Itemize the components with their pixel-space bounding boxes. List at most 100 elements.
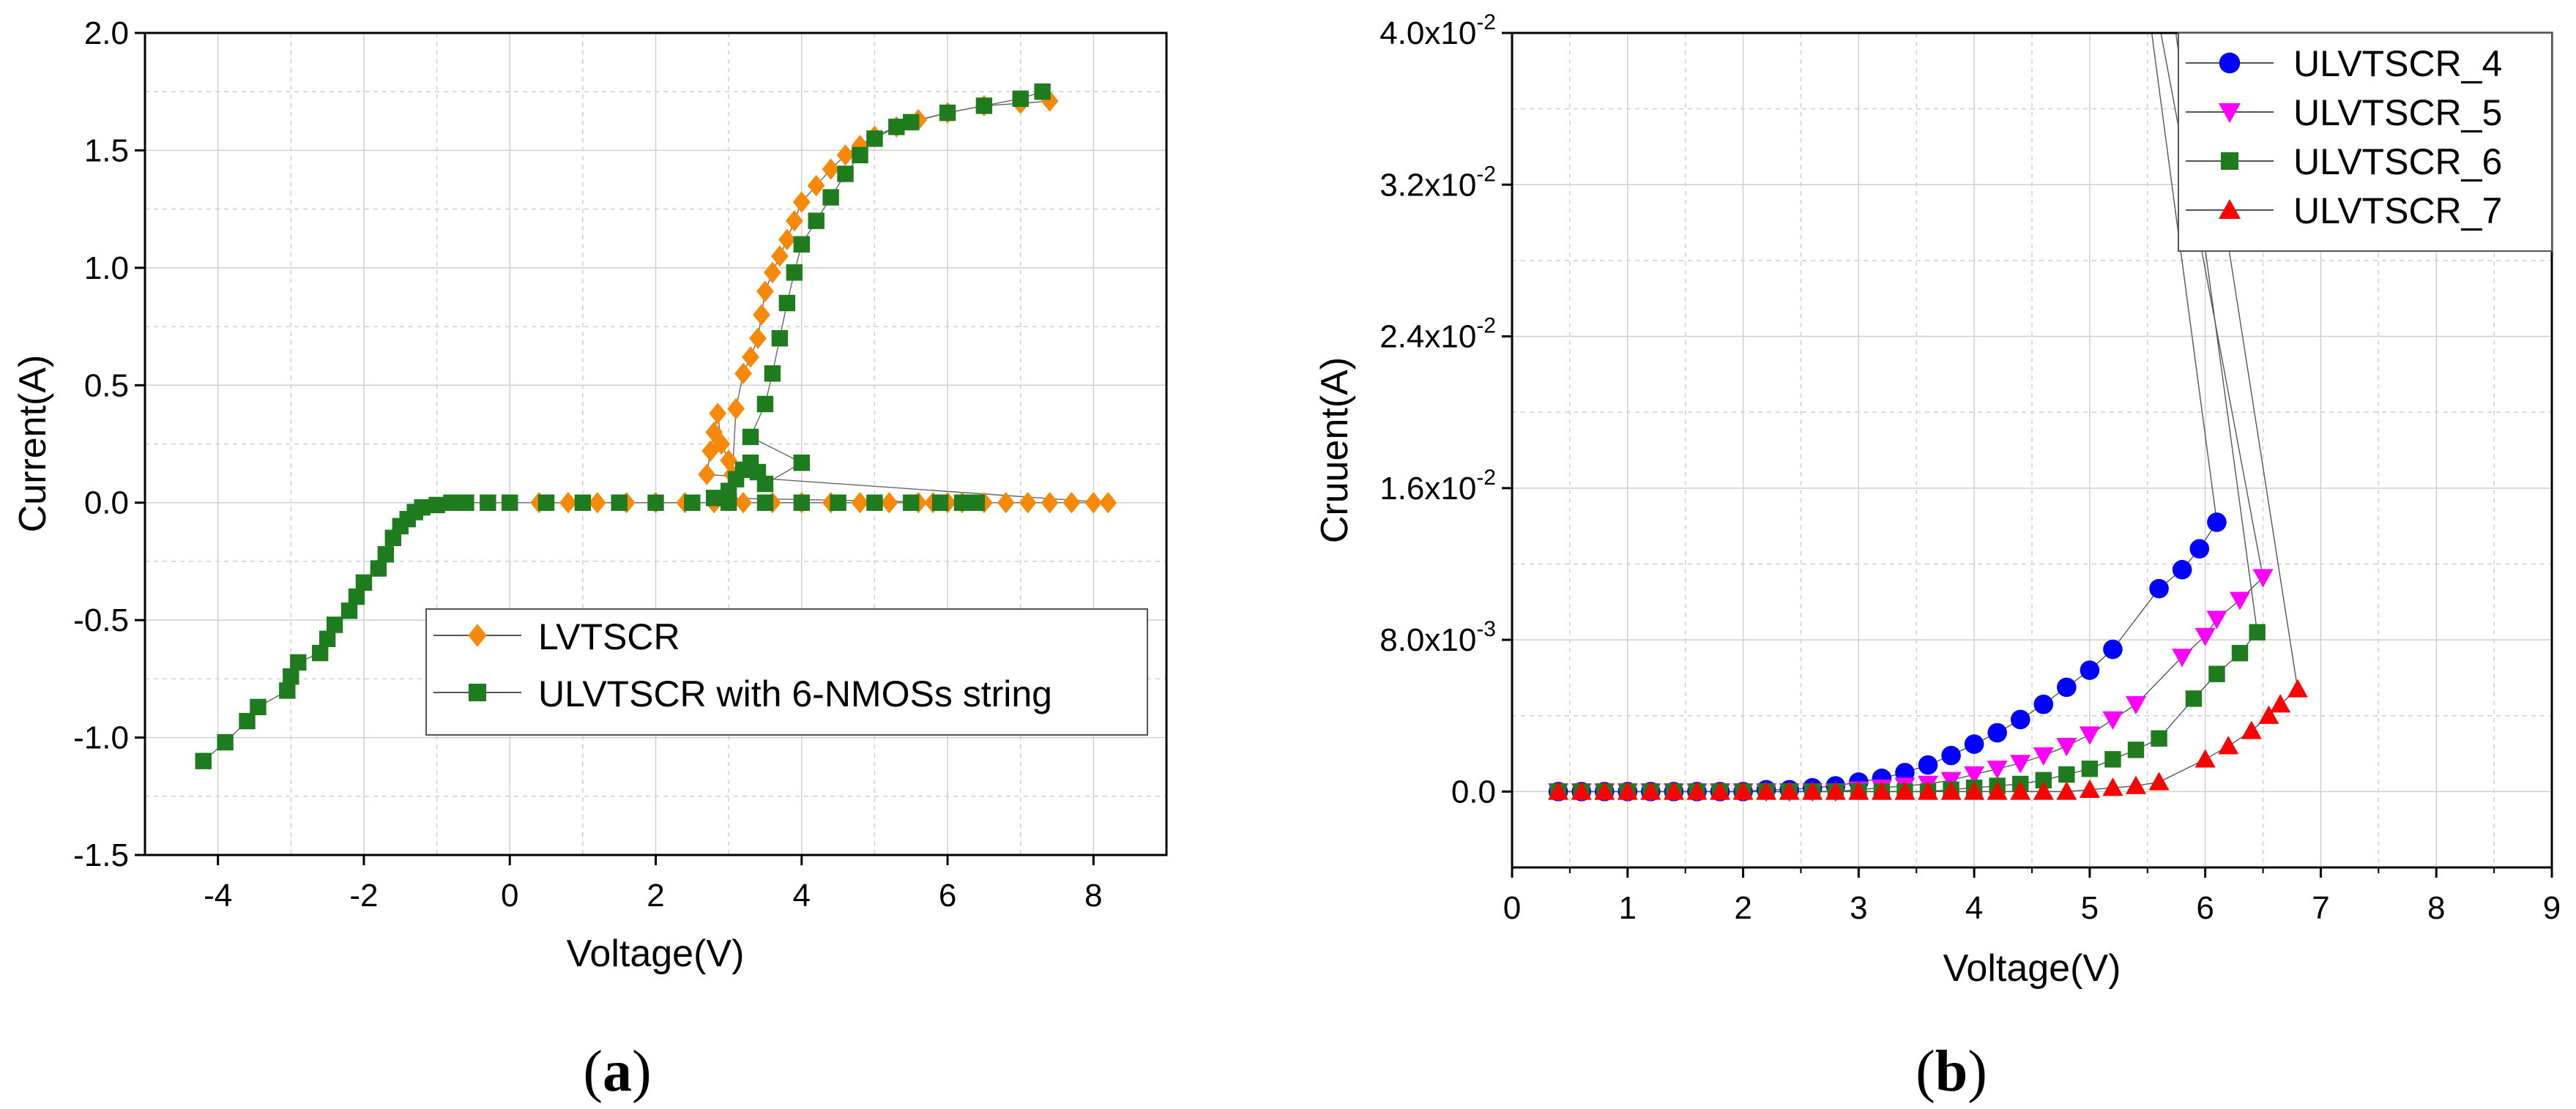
data-point xyxy=(997,492,1015,514)
gridlines-b xyxy=(1512,33,2552,868)
y-tick-label-b: 0.0 xyxy=(1451,774,1496,810)
data-point xyxy=(2104,751,2121,768)
x-tick-label-b: 8 xyxy=(2427,890,2445,926)
data-point xyxy=(2258,705,2279,724)
data-point xyxy=(1571,781,1592,800)
legend-label: ULVTSCR_7 xyxy=(2293,190,2502,231)
x-tick-label-b: 5 xyxy=(2081,890,2099,926)
legend-marker-lvtscr xyxy=(468,624,487,647)
data-point xyxy=(2033,747,2054,766)
data-point xyxy=(611,494,628,511)
data-point xyxy=(793,454,810,471)
data-point xyxy=(283,668,299,685)
data-point xyxy=(1062,492,1081,514)
data-point xyxy=(1594,781,1615,800)
data-point xyxy=(953,494,971,511)
data-point xyxy=(2010,781,2031,800)
data-point xyxy=(2035,772,2052,789)
data-point xyxy=(2010,709,2030,730)
legend-entry: ULVTSCR_7 xyxy=(2186,190,2502,231)
data-point xyxy=(1663,781,1684,800)
legend-label-ulvtscr-6nmos: ULVTSCR with 6-NMOSs string xyxy=(538,673,1052,714)
data-point xyxy=(414,499,431,516)
data-point xyxy=(2208,665,2225,682)
data-point xyxy=(2079,726,2100,745)
legend-marker xyxy=(2219,199,2241,219)
data-point xyxy=(326,616,343,633)
x-tick-label-a: 2 xyxy=(647,878,664,914)
data-point xyxy=(709,403,727,425)
data-point xyxy=(939,104,956,122)
data-point xyxy=(785,209,803,232)
legend-marker xyxy=(2221,152,2238,170)
data-point xyxy=(1987,722,2007,743)
data-point xyxy=(2058,766,2075,783)
legend-label: ULVTSCR_5 xyxy=(2293,92,2502,133)
data-point xyxy=(355,574,373,591)
x-tick-label-a: 4 xyxy=(793,878,811,914)
x-tick-label-a: 0 xyxy=(501,878,518,914)
data-point xyxy=(458,494,474,511)
y-tick-label-b: 3.2x10-2 xyxy=(1380,162,1496,203)
data-point xyxy=(888,119,905,135)
data-point xyxy=(792,191,811,213)
data-point xyxy=(1686,781,1708,800)
data-point xyxy=(1894,781,1916,800)
data-point xyxy=(742,428,759,446)
legend-marker xyxy=(2219,103,2241,123)
y-axis-label-a: Current(A) xyxy=(12,355,54,533)
y-tick-label-b: 8.0x10-3 xyxy=(1380,617,1496,658)
legend-label-lvtscr: LVTSCR xyxy=(538,616,680,657)
data-point xyxy=(2127,742,2145,758)
data-point xyxy=(1918,781,1938,800)
data-points-b xyxy=(1548,512,2308,802)
x-axis-label-a: Voltage(V) xyxy=(567,933,745,975)
data-point xyxy=(2195,749,2216,768)
data-point xyxy=(2230,591,2250,610)
data-point xyxy=(2126,695,2146,715)
data-point xyxy=(195,753,212,769)
x-tick-label-a: 6 xyxy=(939,878,956,914)
data-point xyxy=(2126,775,2146,794)
data-point xyxy=(793,494,810,511)
data-point xyxy=(1710,781,1730,800)
y-tick-label-a: 1.5 xyxy=(84,132,129,168)
data-point xyxy=(880,492,898,514)
data-point xyxy=(1779,781,1800,800)
data-point xyxy=(2010,755,2031,774)
data-point xyxy=(778,228,796,251)
data-point xyxy=(764,365,781,382)
data-point xyxy=(1034,83,1051,100)
data-point xyxy=(1802,781,1823,800)
data-point xyxy=(2033,694,2054,714)
x-tick-label-b: 4 xyxy=(1965,890,1983,926)
data-point xyxy=(822,158,840,180)
axis-ticks-a: -4 -2 0 2 4 6 8 -1.5 -1.0 -0.5 0.0 0.5 1.0 1.5 2.0 xyxy=(73,15,1102,914)
data-point xyxy=(808,212,824,229)
data-point xyxy=(574,494,592,511)
data-point xyxy=(1940,781,1962,800)
data-point xyxy=(1756,781,1777,800)
data-point xyxy=(1871,781,1892,800)
panel-label-b: (b) xyxy=(1916,1039,1987,1104)
data-point xyxy=(559,492,577,514)
data-point xyxy=(377,546,395,563)
x-tick-label-a: -2 xyxy=(349,878,378,914)
data-point xyxy=(2189,539,2210,559)
legend-entry: ULVTSCR_5 xyxy=(2186,92,2502,133)
data-point xyxy=(1640,781,1661,800)
data-point xyxy=(764,261,781,283)
data-point xyxy=(1548,781,1569,800)
data-point xyxy=(1732,781,1754,800)
legend-entry-lvtscr: LVTSCR xyxy=(433,616,680,657)
y-tick-label-a: -1.5 xyxy=(73,837,129,873)
x-tick-label-b: 2 xyxy=(1734,890,1752,926)
panel-letter-a: a xyxy=(603,1039,632,1104)
data-point xyxy=(852,146,868,164)
data-point xyxy=(319,630,336,648)
data-point xyxy=(1099,492,1117,514)
panel-label-a: (a) xyxy=(583,1039,651,1104)
data-point xyxy=(348,588,365,605)
data-point xyxy=(2206,610,2227,630)
